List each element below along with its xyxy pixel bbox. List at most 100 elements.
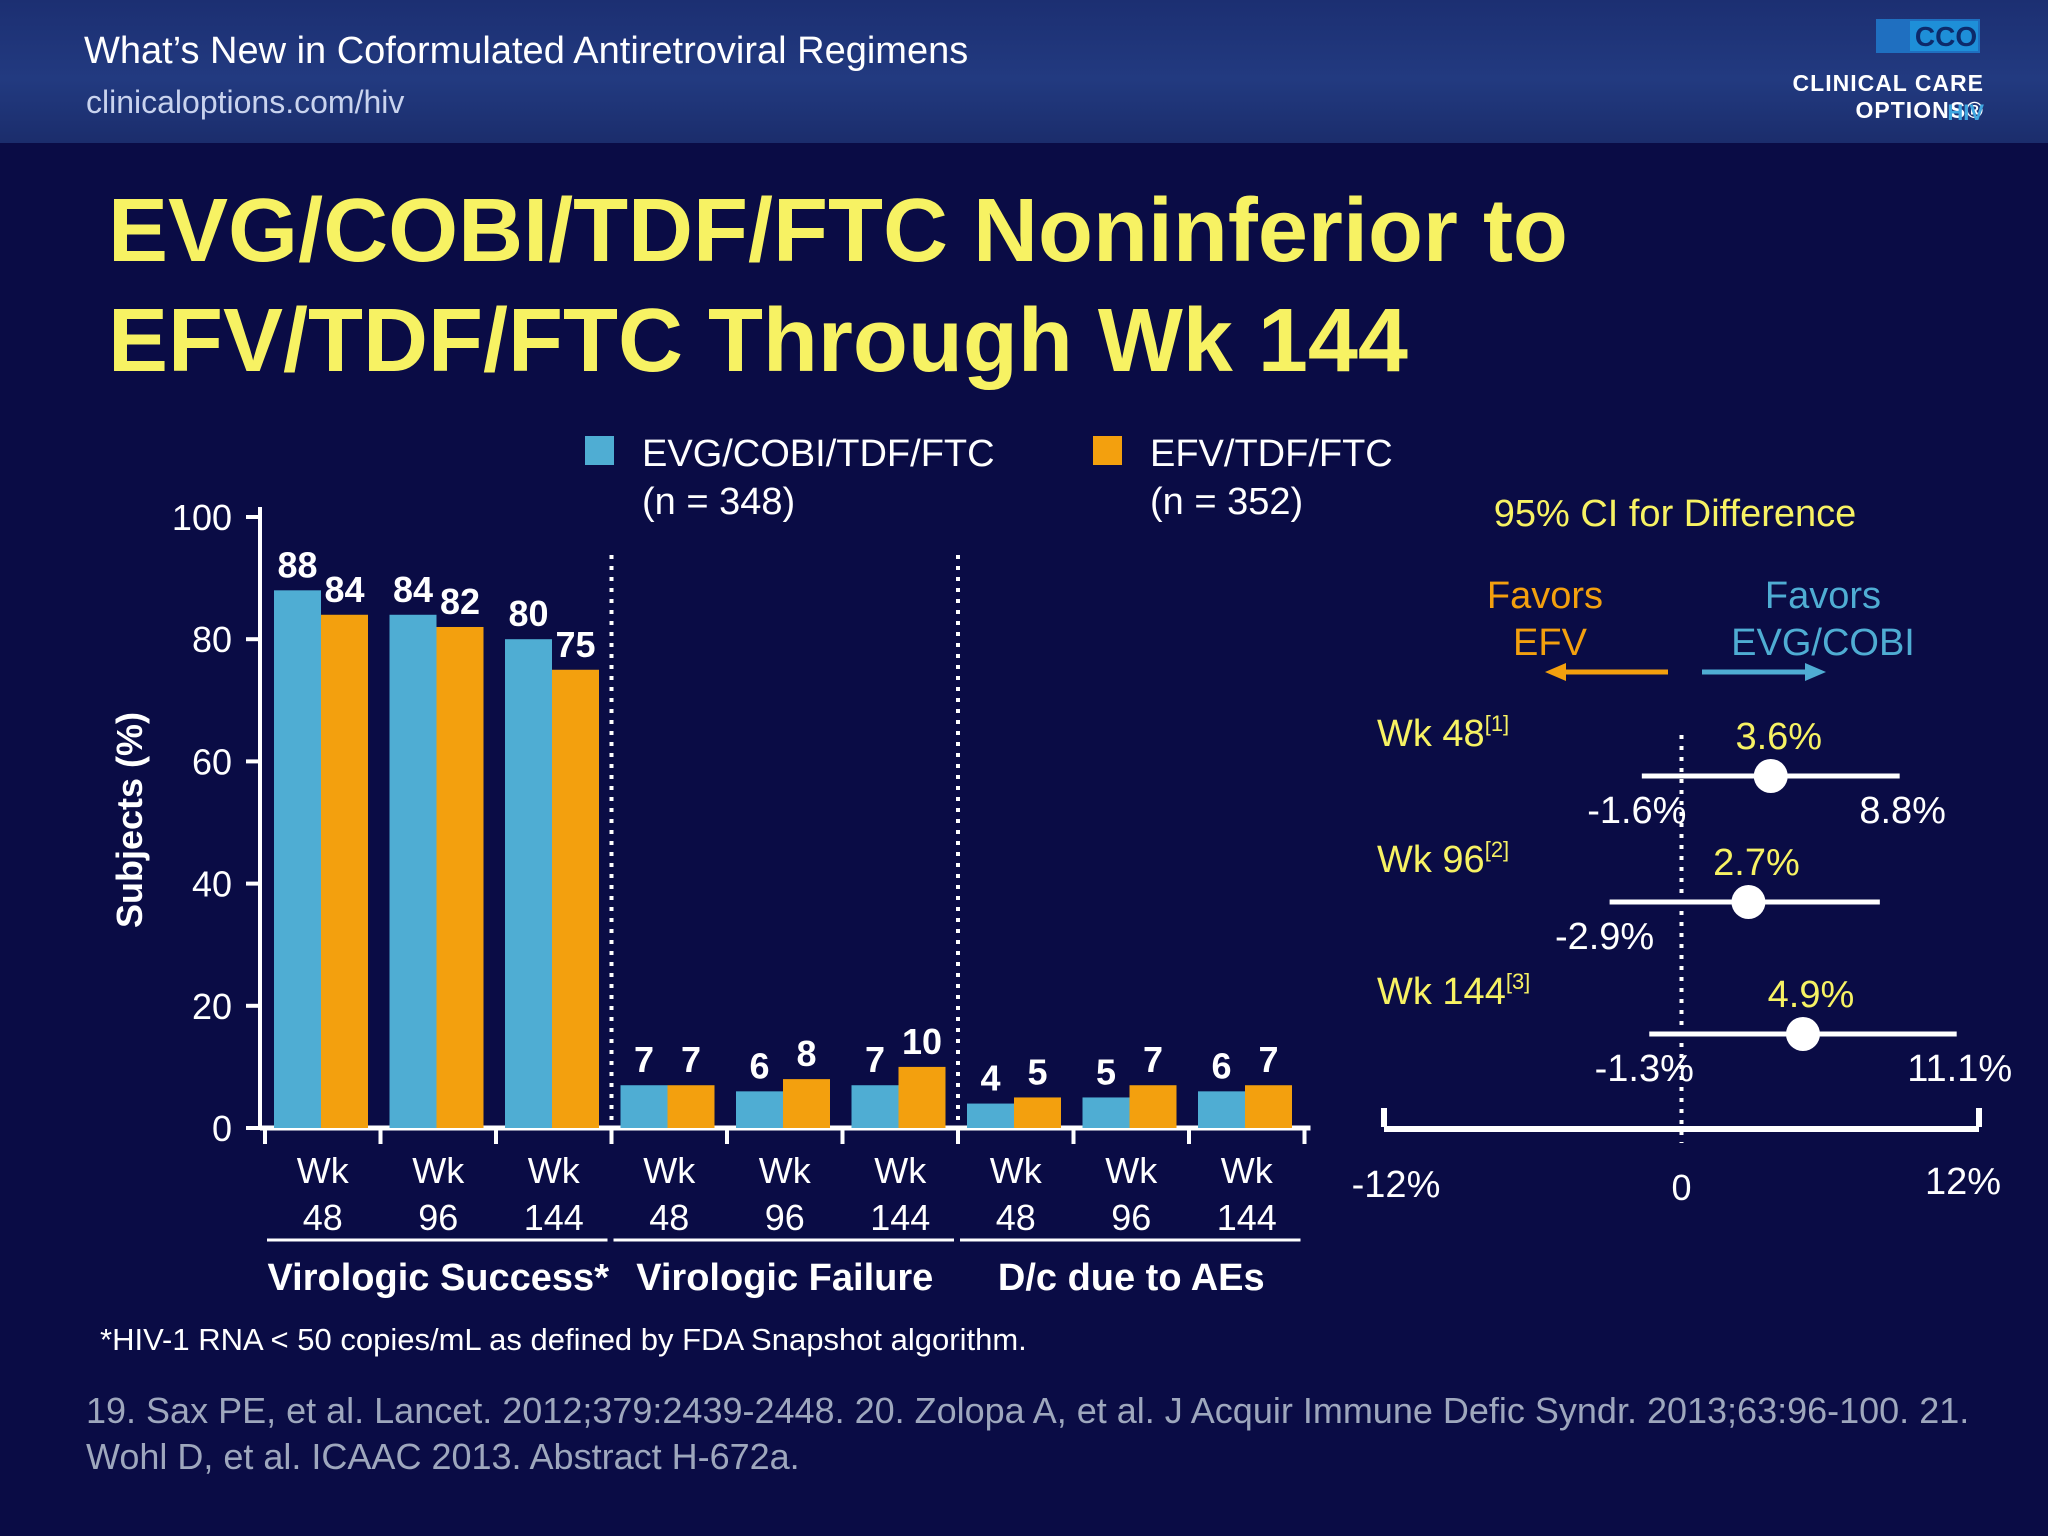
x-tick-label-top: Wk xyxy=(874,1150,927,1191)
data-label-evg: 88 xyxy=(277,544,317,585)
arrow-right-icon xyxy=(1805,663,1826,681)
bar-efv xyxy=(436,626,484,1128)
bar-efv xyxy=(1129,1085,1177,1128)
point-estimate-label: 4.9% xyxy=(1768,974,1855,1016)
bar-evg xyxy=(274,590,321,1128)
y-tick-label: 0 xyxy=(212,1108,232,1149)
data-label-efv: 7 xyxy=(1143,1039,1163,1080)
forest-row-label-text: Wk 96 xyxy=(1377,839,1485,881)
group-label: D/c due to AEs xyxy=(998,1257,1265,1299)
x-tick-label-top: Wk xyxy=(1105,1150,1158,1191)
references: 19. Sax PE, et al. Lancet. 2012;379:2439… xyxy=(86,1390,1970,1477)
x-tick-label-top: Wk xyxy=(412,1150,465,1191)
forest-x-tick-label: -12% xyxy=(1352,1164,1441,1206)
group-label: Virologic Failure xyxy=(636,1257,933,1299)
forest-title: 95% CI for Difference xyxy=(1494,493,1857,535)
forest-row-label: Wk 144[3] xyxy=(1377,969,1530,1013)
bar-evg xyxy=(505,639,552,1128)
bar-evg xyxy=(967,1103,1014,1128)
data-label-evg: 7 xyxy=(865,1039,885,1080)
data-label-evg: 6 xyxy=(749,1045,769,1086)
slide-title: EVG/COBI/TDF/FTC Noninferior to EFV/TDF/… xyxy=(108,176,2008,396)
x-tick-label-bottom: 144 xyxy=(1217,1197,1277,1238)
point-estimate-marker xyxy=(1785,1017,1820,1051)
forest-row-label: Wk 48[1] xyxy=(1377,711,1509,755)
favors-efv-line1: Favors xyxy=(1487,575,1603,617)
y-tick-label: 40 xyxy=(192,864,232,905)
x-tick-label-top: Wk xyxy=(990,1150,1043,1191)
header-title: What’s New in Coformulated Antiretrovira… xyxy=(84,30,969,72)
ci-lower-label: -1.6% xyxy=(1587,790,1686,832)
bar-evg xyxy=(736,1091,783,1128)
data-label-evg: 7 xyxy=(634,1039,654,1080)
forest-row-ref: [1] xyxy=(1485,711,1509,736)
x-tick-label-bottom: 48 xyxy=(996,1197,1036,1238)
forest-row-label-text: Wk 48 xyxy=(1377,713,1485,755)
bar-efv xyxy=(552,669,599,1128)
bar-evg xyxy=(389,614,437,1128)
x-tick-label-bottom: 96 xyxy=(1111,1197,1151,1238)
data-label-efv: 75 xyxy=(555,624,595,665)
x-tick-label-top: Wk xyxy=(1221,1150,1274,1191)
slide-title-line2: EFV/TDF/FTC Through Wk 144 xyxy=(108,291,1408,391)
data-label-efv: 82 xyxy=(440,581,480,622)
logo-sub: HIV xyxy=(1947,100,1984,125)
bar-evg xyxy=(1198,1091,1245,1128)
legend-label: EFV/TDF/FTC xyxy=(1150,433,1393,475)
forest-x-tick-label: 0 xyxy=(1671,1167,1691,1208)
arrow-left-icon xyxy=(1545,663,1566,681)
forest-row-label-text: Wk 144 xyxy=(1377,971,1506,1013)
x-tick-label-bottom: 48 xyxy=(303,1197,343,1238)
data-label-evg: 5 xyxy=(1096,1051,1116,1092)
x-tick-label-top: Wk xyxy=(643,1150,696,1191)
forest-row-ref: [2] xyxy=(1485,837,1509,862)
header-url: clinicaloptions.com/hiv xyxy=(86,84,405,120)
bar-efv xyxy=(321,614,368,1128)
data-label-efv: 84 xyxy=(324,569,364,610)
slide-title-line1: EVG/COBI/TDF/FTC Noninferior to xyxy=(108,181,1568,281)
favors-evg-line2: EVG/COBI xyxy=(1731,622,1915,664)
bar-efv xyxy=(1245,1085,1292,1128)
bar-efv xyxy=(783,1079,830,1128)
slide-header: What’s New in Coformulated Antiretrovira… xyxy=(0,0,2048,143)
legend-swatch xyxy=(585,436,614,465)
cco-logo-icon: CCO xyxy=(1876,19,1980,53)
point-estimate-marker xyxy=(1753,759,1788,793)
y-tick-label: 60 xyxy=(192,741,232,782)
favors-efv-line2: EFV xyxy=(1513,622,1588,664)
favors-evg-line1: Favors xyxy=(1765,575,1881,617)
logo-text: CLINICAL CARE OPTIONS® xyxy=(1792,70,1984,123)
bar-efv xyxy=(898,1066,946,1128)
x-tick-label-bottom: 96 xyxy=(418,1197,458,1238)
bar-evg xyxy=(1082,1097,1130,1128)
legend-label: EVG/COBI/TDF/FTC xyxy=(642,433,995,475)
y-tick-label: 80 xyxy=(192,619,232,660)
ci-lower-label: -1.3% xyxy=(1595,1048,1694,1090)
legend-n: (n = 352) xyxy=(1150,481,1303,523)
x-tick-label-bottom: 96 xyxy=(765,1197,805,1238)
bar-evg xyxy=(851,1085,899,1128)
x-tick-label-bottom: 144 xyxy=(870,1197,930,1238)
bar-efv xyxy=(1014,1097,1061,1128)
ci-upper-label: 8.8% xyxy=(1859,790,1946,832)
data-label-evg: 4 xyxy=(980,1058,1000,1099)
x-tick-label-bottom: 144 xyxy=(524,1197,584,1238)
logo-mark: CCO xyxy=(1915,21,1977,52)
data-label-evg: 84 xyxy=(393,569,433,610)
data-label-efv: 7 xyxy=(1258,1039,1278,1080)
point-estimate-label: 2.7% xyxy=(1713,842,1800,884)
x-tick-label-top: Wk xyxy=(759,1150,812,1191)
legend-swatch xyxy=(1093,436,1122,465)
y-tick-label: 20 xyxy=(192,986,232,1027)
forest-row-label: Wk 96[2] xyxy=(1377,837,1509,881)
x-tick-label-top: Wk xyxy=(528,1150,581,1191)
ci-lower-label: -2.9% xyxy=(1555,916,1654,958)
footnote: *HIV-1 RNA < 50 copies/mL as defined by … xyxy=(100,1322,1027,1357)
data-label-evg: 80 xyxy=(508,593,548,634)
point-estimate-marker xyxy=(1731,885,1766,919)
forest-row-ref: [3] xyxy=(1506,969,1530,994)
data-label-evg: 6 xyxy=(1211,1045,1231,1086)
bar-efv xyxy=(667,1085,715,1128)
x-tick-label-top: Wk xyxy=(297,1150,350,1191)
